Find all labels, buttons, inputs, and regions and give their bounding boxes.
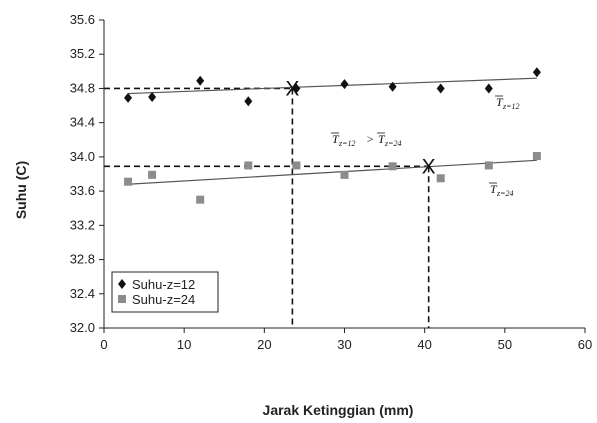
y-axis-title: Suhu (C) bbox=[13, 161, 29, 219]
mean-label-z24-symbol: T bbox=[490, 182, 498, 196]
point-series-2 bbox=[532, 152, 541, 161]
trendlines bbox=[128, 77, 537, 185]
trendline-series-1 bbox=[128, 77, 537, 95]
mean-label-z12-symbol: T bbox=[496, 95, 504, 109]
point-series-1 bbox=[388, 81, 397, 92]
y-tick-label: 32.8 bbox=[70, 252, 95, 267]
x-tick-label: 60 bbox=[578, 337, 592, 352]
comparison-annotation: T z=12 > T z=24 bbox=[331, 132, 402, 148]
comparison-left-symbol: T bbox=[332, 132, 340, 146]
comparison-left-subscript: z=12 bbox=[338, 139, 356, 148]
point-series-1 bbox=[484, 83, 493, 94]
point-series-2 bbox=[292, 161, 301, 170]
x-axis-ticks: 0 10 20 30 40 50 60 bbox=[100, 328, 592, 352]
point-series-1 bbox=[532, 67, 541, 78]
y-tick-label: 32.0 bbox=[70, 320, 95, 335]
point-series-2 bbox=[124, 177, 133, 186]
mean-label-z24-subscript: z=24 bbox=[496, 189, 514, 198]
mean-label-z12-subscript: z=12 bbox=[502, 102, 520, 111]
point-series-2 bbox=[340, 170, 349, 179]
point-series-1 bbox=[148, 92, 157, 102]
legend: Suhu-z=12 Suhu-z=24 bbox=[111, 271, 219, 313]
data-points bbox=[124, 67, 541, 204]
point-series-2 bbox=[436, 174, 445, 183]
y-tick-label: 34.4 bbox=[70, 115, 95, 130]
x-tick-label: 40 bbox=[417, 337, 431, 352]
point-series-2 bbox=[244, 161, 253, 170]
y-tick-label: 35.2 bbox=[70, 46, 95, 61]
comparison-operator: > bbox=[366, 132, 374, 146]
legend-diamond-marker bbox=[118, 279, 126, 289]
point-series-1 bbox=[436, 83, 445, 94]
point-series-1 bbox=[292, 83, 301, 94]
x-tick-label: 10 bbox=[177, 337, 191, 352]
crossing-marker-1: X bbox=[285, 77, 299, 100]
point-series-2 bbox=[388, 162, 397, 171]
y-tick-label: 34.0 bbox=[70, 149, 95, 164]
x-axis-title: Jarak Ketinggian (mm) bbox=[263, 402, 414, 418]
point-series-1 bbox=[244, 96, 253, 107]
x-tick-label: 20 bbox=[257, 337, 271, 352]
guide-lines bbox=[104, 87, 430, 328]
y-axis-ticks: 32.0 32.4 32.8 33.2 33.6 34.0 34.4 34.8 35.2 35.6 bbox=[70, 12, 104, 335]
mean-label-z12: T z=12 bbox=[495, 95, 520, 111]
point-series-1 bbox=[340, 79, 349, 90]
comparison-right-subscript: z=24 bbox=[384, 139, 402, 148]
y-tick-label: 34.8 bbox=[70, 80, 95, 95]
legend-box bbox=[111, 271, 219, 313]
y-tick-label: 35.6 bbox=[70, 12, 95, 27]
comparison-right-symbol: T bbox=[378, 132, 386, 146]
x-tick-label: 0 bbox=[100, 337, 107, 352]
crossing-marker-2: X bbox=[422, 155, 436, 178]
x-tick-label: 50 bbox=[498, 337, 512, 352]
crossing-markers: XX bbox=[285, 77, 435, 178]
x-tick-label: 30 bbox=[337, 337, 351, 352]
point-series-1 bbox=[124, 92, 133, 103]
point-series-1 bbox=[196, 75, 205, 86]
y-tick-label: 32.4 bbox=[70, 286, 95, 301]
point-series-2 bbox=[196, 195, 205, 204]
point-series-2 bbox=[148, 170, 157, 179]
trendline-series-2 bbox=[128, 159, 537, 185]
y-tick-label: 33.2 bbox=[70, 217, 95, 232]
mean-label-z24: T z=24 bbox=[489, 182, 514, 198]
legend-square-marker bbox=[118, 295, 126, 303]
y-tick-label: 33.6 bbox=[70, 183, 95, 198]
legend-label-z24: Suhu-z=24 bbox=[132, 292, 195, 307]
point-series-2 bbox=[484, 161, 493, 170]
legend-label-z12: Suhu-z=12 bbox=[132, 277, 195, 292]
